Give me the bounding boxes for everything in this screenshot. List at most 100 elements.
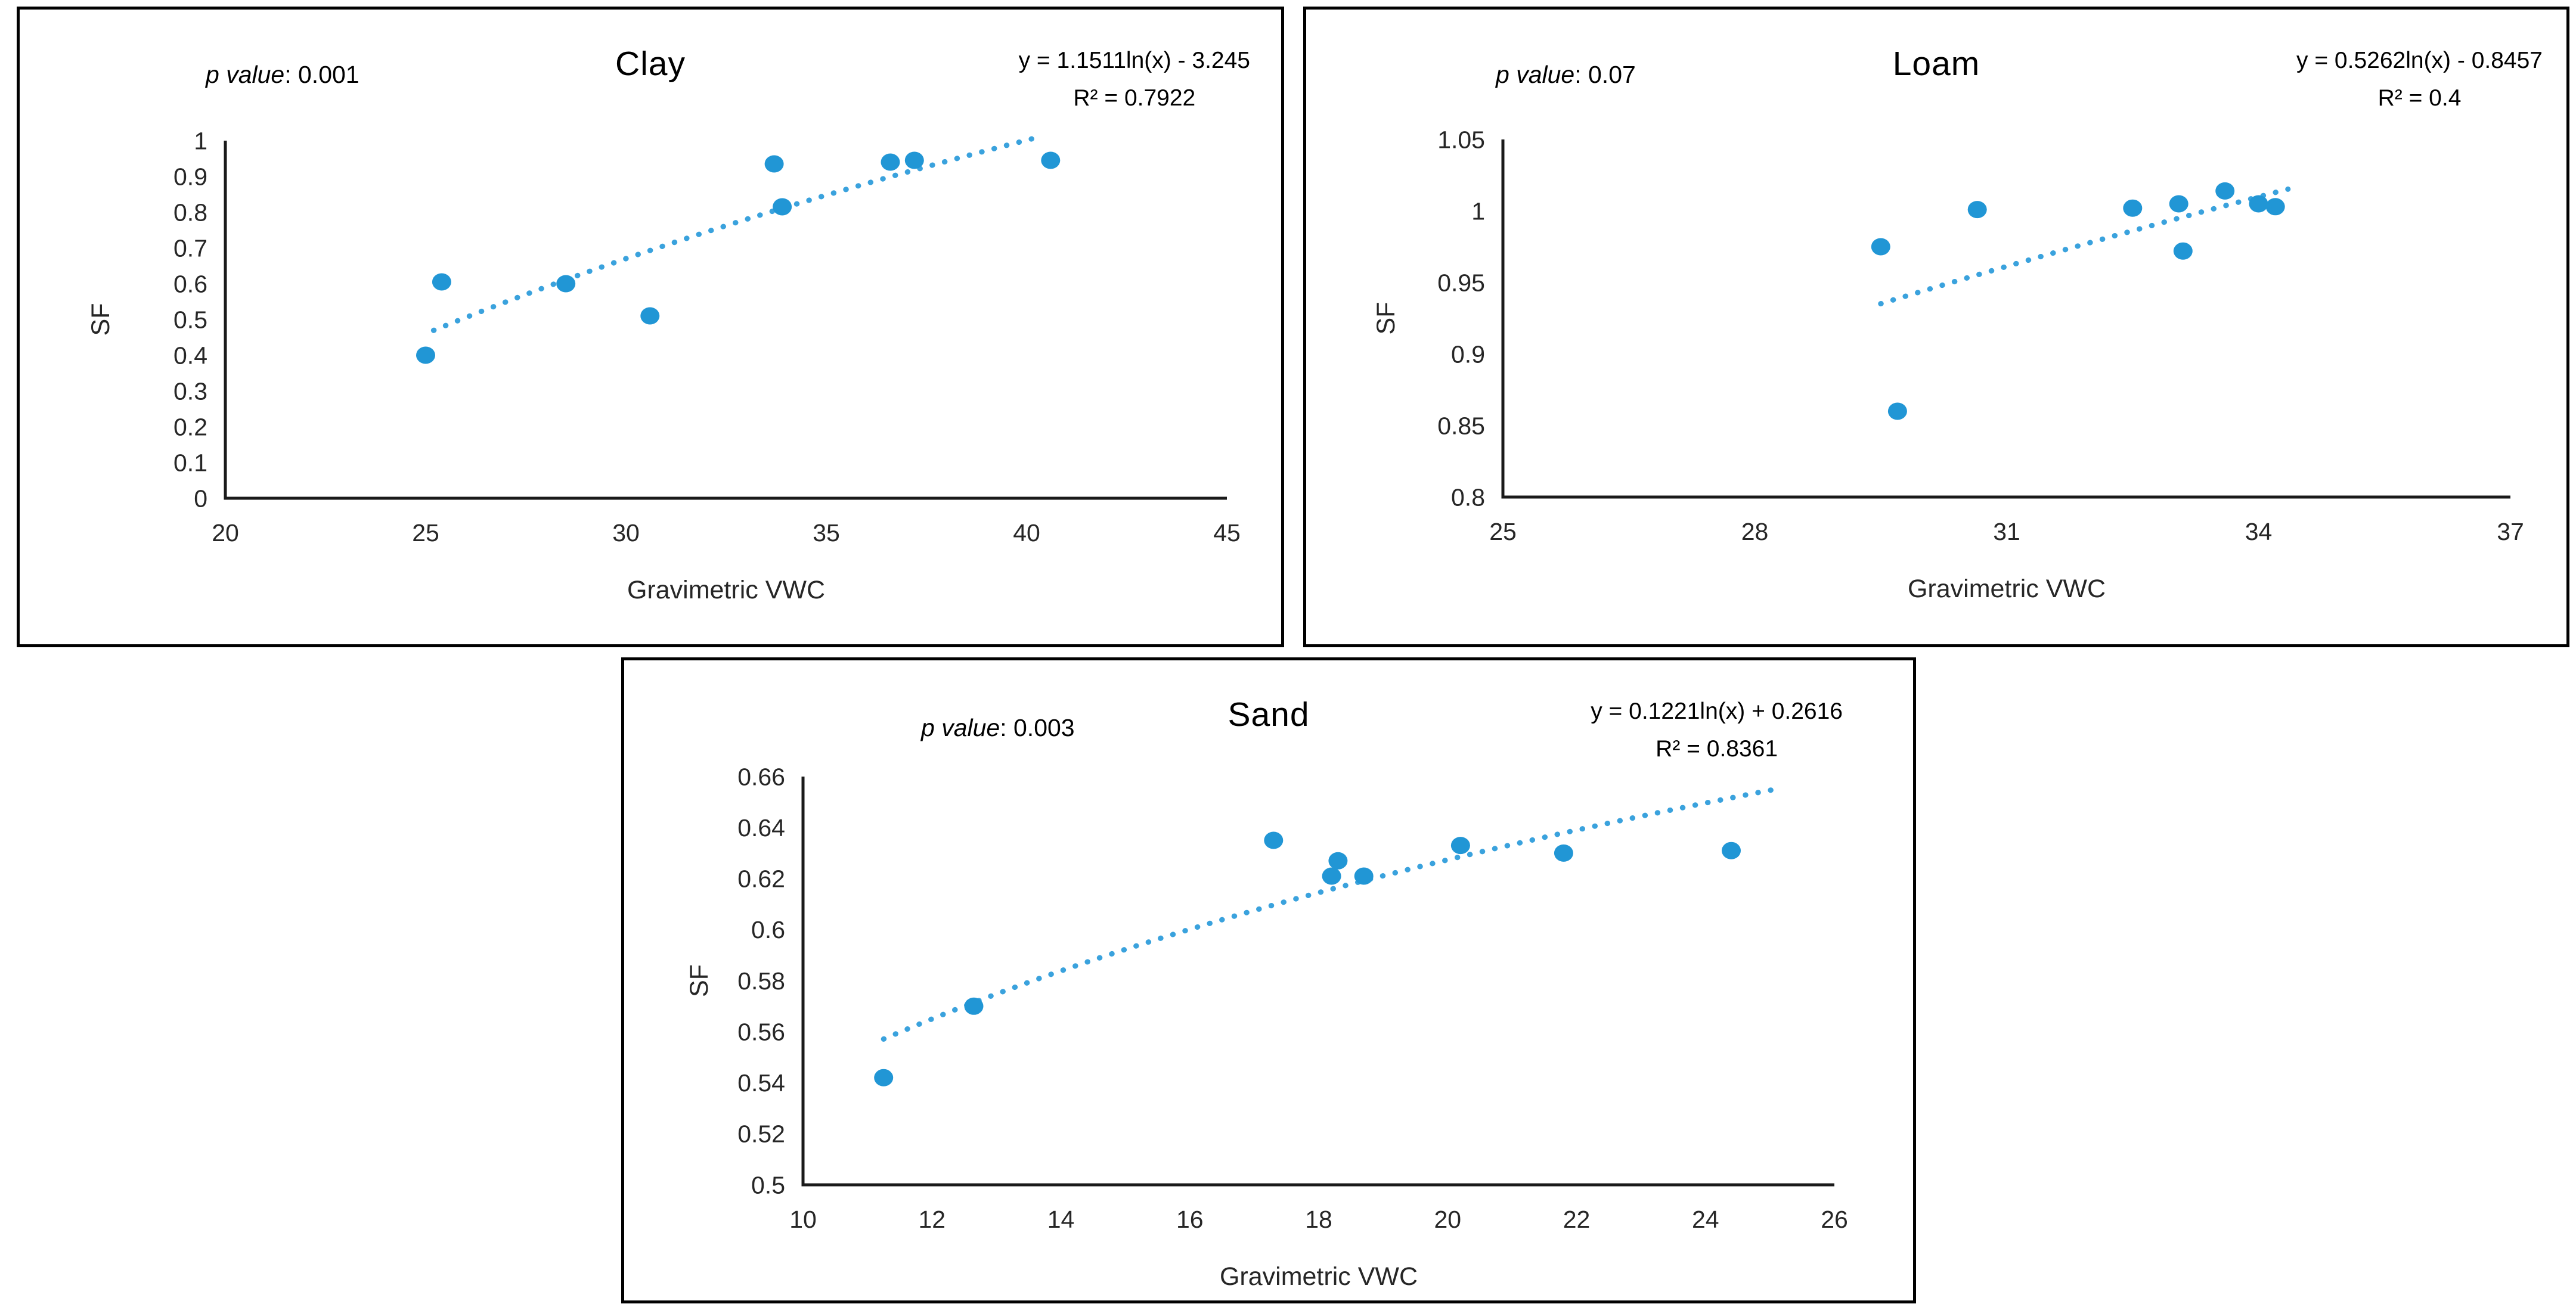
x-tick-label: 22 bbox=[1563, 1206, 1591, 1233]
data-point bbox=[556, 275, 576, 293]
x-tick-label: 10 bbox=[789, 1206, 817, 1233]
data-point bbox=[874, 1069, 894, 1086]
sand-chart-panel: 0.66 0.64 0.62 0.6 0.58 0.56 0.54 0.52 0.5 10 12 14… bbox=[621, 657, 1916, 1303]
x-tick-label: 20 bbox=[1434, 1206, 1461, 1233]
data-point bbox=[1041, 151, 1061, 169]
p-value-label: p value bbox=[206, 61, 285, 88]
p-value-number: : 0.003 bbox=[1000, 714, 1075, 741]
y-tick-label: 0.6 bbox=[751, 916, 785, 943]
clay-plot-svg: 1 0.9 0.8 0.7 0.6 0.5 0.4 0.3 0.2 0.1 020 25 30 35 40 4… bbox=[86, 127, 1241, 604]
data-point bbox=[773, 198, 792, 216]
y-tick-label: 0.2 bbox=[173, 413, 207, 440]
y-tick-label: 0.85 bbox=[1437, 412, 1485, 439]
loam-title: Loam bbox=[1892, 45, 1980, 83]
y-tick-label: 0.6 bbox=[173, 270, 207, 297]
x-axis-title: Gravimetric VWC bbox=[1220, 1262, 1418, 1291]
sand-plot-svg: 0.66 0.64 0.62 0.6 0.58 0.56 0.54 0.52 0.510 12 14… bbox=[685, 763, 1848, 1291]
x-tick-label: 31 bbox=[1993, 518, 2020, 545]
data-point bbox=[640, 307, 660, 325]
clay-chart-panel: 1 0.9 0.8 0.7 0.6 0.5 0.4 0.3 0.2 0.1 0 20 25 30 35 40 4… bbox=[17, 7, 1284, 647]
y-tick-label: 0 bbox=[194, 485, 207, 512]
data-point bbox=[1722, 842, 1741, 859]
data-point bbox=[1354, 867, 1374, 885]
trendline-equation: y = 0.1221ln(x) + 0.2616 bbox=[1591, 698, 1843, 724]
x-tick-label: 28 bbox=[1741, 518, 1769, 545]
x-tick-label: 34 bbox=[2245, 518, 2273, 545]
x-tick-label: 25 bbox=[412, 519, 439, 547]
clay-title: Clay bbox=[615, 45, 686, 83]
x-tick-label: 18 bbox=[1305, 1206, 1332, 1233]
y-tick-label: 1 bbox=[194, 127, 207, 154]
data-point bbox=[1450, 837, 1470, 855]
trendline-equation: y = 1.1511ln(x) - 3.245 bbox=[1018, 48, 1250, 73]
y-tick-label: 0.64 bbox=[737, 814, 785, 842]
data-point bbox=[881, 153, 900, 171]
x-tick-label: 25 bbox=[1489, 518, 1517, 545]
data-point bbox=[2169, 195, 2188, 213]
y-tick-label: 0.4 bbox=[173, 342, 207, 369]
y-tick-label: 0.9 bbox=[1451, 340, 1485, 368]
y-tick-label: 0.5 bbox=[173, 306, 207, 333]
r-squared-value: R² = 0.7922 bbox=[1073, 85, 1196, 111]
data-point bbox=[1328, 852, 1348, 870]
x-tick-label: 30 bbox=[612, 519, 640, 547]
y-tick-label: 1 bbox=[1471, 197, 1485, 225]
axis-lines bbox=[224, 141, 1227, 500]
r-squared-value: R² = 0.8361 bbox=[1656, 736, 1778, 762]
data-point bbox=[1322, 867, 1341, 885]
x-axis-title: Gravimetric VWC bbox=[1908, 575, 2106, 603]
clay-equation-block: y = 1.1511ln(x) - 3.245 R² = 0.7922 bbox=[1019, 42, 1250, 117]
y-tick-label: 0.66 bbox=[737, 763, 785, 790]
x-tick-label: 35 bbox=[813, 519, 840, 547]
y-tick-label: 0.9 bbox=[173, 163, 207, 190]
x-tick-label: 45 bbox=[1213, 519, 1241, 547]
x-tick-label: 24 bbox=[1692, 1206, 1719, 1233]
axis-lines bbox=[801, 777, 1834, 1187]
loam-equation-block: y = 0.5262ln(x) - 0.8457 R² = 0.4 bbox=[2296, 42, 2543, 117]
data-point bbox=[1887, 402, 1907, 420]
y-axis-title: SF bbox=[1372, 302, 1400, 335]
data-point bbox=[2265, 198, 2285, 216]
x-tick-label: 26 bbox=[1821, 1206, 1848, 1233]
loam-p-value: p value: 0.07 bbox=[1496, 61, 1636, 89]
y-axis-title: SF bbox=[86, 303, 115, 336]
y-tick-label: 1.05 bbox=[1437, 126, 1485, 153]
data-point bbox=[2123, 199, 2143, 217]
data-point bbox=[964, 997, 984, 1015]
y-tick-label: 0.8 bbox=[173, 198, 207, 226]
y-tick-label: 0.56 bbox=[737, 1018, 785, 1045]
data-point bbox=[2215, 182, 2235, 200]
loam-plot-svg: 1.05 1 0.95 0.9 0.85 0.825 28 31 34 37 SF Gravimetr… bbox=[1372, 126, 2524, 603]
y-tick-label: 0.58 bbox=[737, 967, 785, 995]
y-tick-label: 0.7 bbox=[173, 234, 207, 262]
sand-p-value: p value: 0.003 bbox=[921, 714, 1075, 742]
data-point bbox=[432, 273, 451, 291]
trendline-dotted bbox=[1878, 186, 2291, 307]
x-tick-label: 12 bbox=[918, 1206, 946, 1233]
y-tick-label: 0.1 bbox=[173, 449, 207, 476]
data-point bbox=[416, 346, 435, 364]
data-point bbox=[2173, 242, 2193, 260]
p-value-label: p value bbox=[1496, 61, 1575, 88]
x-tick-label: 20 bbox=[212, 519, 239, 547]
y-axis-title: SF bbox=[685, 964, 714, 997]
clay-p-value: p value: 0.001 bbox=[206, 61, 359, 89]
data-point bbox=[1554, 844, 1573, 862]
trendline-dotted bbox=[430, 134, 1041, 333]
y-tick-label: 0.54 bbox=[737, 1069, 785, 1097]
x-tick-label: 37 bbox=[2497, 518, 2524, 545]
data-point bbox=[764, 155, 784, 173]
r-squared-value: R² = 0.4 bbox=[2377, 85, 2462, 111]
p-value-number: : 0.001 bbox=[284, 61, 359, 88]
data-point bbox=[1264, 831, 1284, 849]
y-tick-label: 0.8 bbox=[1451, 483, 1485, 511]
y-tick-label: 0.52 bbox=[737, 1120, 785, 1148]
y-tick-label: 0.3 bbox=[173, 377, 207, 405]
y-tick-label: 0.95 bbox=[1437, 269, 1485, 296]
trendline-dotted bbox=[881, 785, 1785, 1042]
trendline-equation: y = 0.5262ln(x) - 0.8457 bbox=[2296, 48, 2543, 73]
p-value-label: p value bbox=[921, 714, 1000, 741]
p-value-number: : 0.07 bbox=[1574, 61, 1636, 88]
sand-equation-block: y = 0.1221ln(x) + 0.2616 R² = 0.8361 bbox=[1591, 693, 1843, 768]
